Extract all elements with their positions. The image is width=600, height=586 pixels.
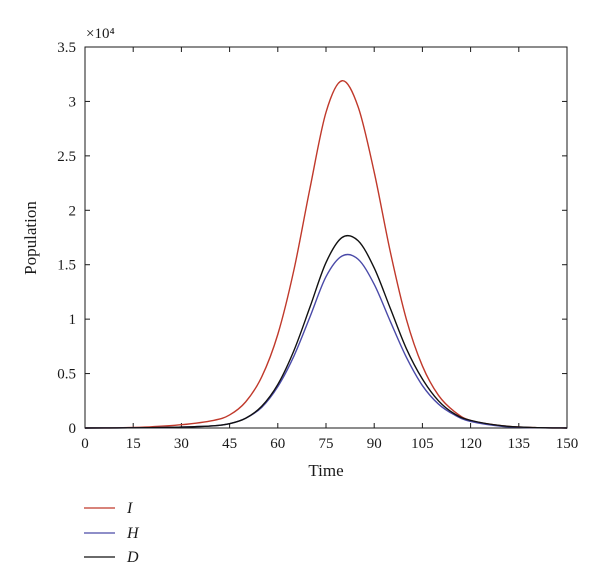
x-tick-label: 0 <box>81 436 89 452</box>
series-line-d <box>84 234 568 429</box>
x-axis: 0 15 30 45 60 75 90 105 120 135 150 <box>81 47 578 452</box>
series-lines <box>84 80 568 429</box>
y-tick-label: 1 <box>69 312 77 328</box>
x-tick-label: 60 <box>270 436 285 452</box>
legend: I H D <box>84 500 140 566</box>
x-tick-label: 135 <box>508 436 531 452</box>
series-line-h <box>84 253 568 429</box>
y-tick-label: 0.5 <box>57 367 76 383</box>
legend-label-d: D <box>126 549 139 566</box>
x-tick-label: 120 <box>459 436 482 452</box>
legend-label-h: H <box>126 525 140 542</box>
legend-label-i: I <box>126 500 133 517</box>
x-tick-label: 30 <box>174 436 189 452</box>
y-tick-label: 0 <box>69 421 77 437</box>
y-tick-label: 1.5 <box>57 258 76 274</box>
x-tick-label: 15 <box>126 436 141 452</box>
y-tick-label: 3 <box>69 94 77 110</box>
x-tick-label: 105 <box>411 436 434 452</box>
x-axis-label: Time <box>308 461 343 480</box>
y-tick-label: 2 <box>69 203 77 219</box>
plot-frame <box>84 46 568 429</box>
series-line-i <box>84 80 568 429</box>
y-tick-label: 2.5 <box>57 149 76 165</box>
x-tick-label: 90 <box>367 436 382 452</box>
x-tick-label: 150 <box>556 436 579 452</box>
x-tick-label: 45 <box>222 436 237 452</box>
y-multiplier-label: ×10⁴ <box>86 26 115 42</box>
y-axis-label: Population <box>21 201 40 275</box>
x-tick-label: 75 <box>319 436 334 452</box>
y-tick-label: 3.5 <box>57 40 76 56</box>
y-axis: 0 0.5 1 1.5 2 2.5 3 3.5 <box>57 40 567 437</box>
